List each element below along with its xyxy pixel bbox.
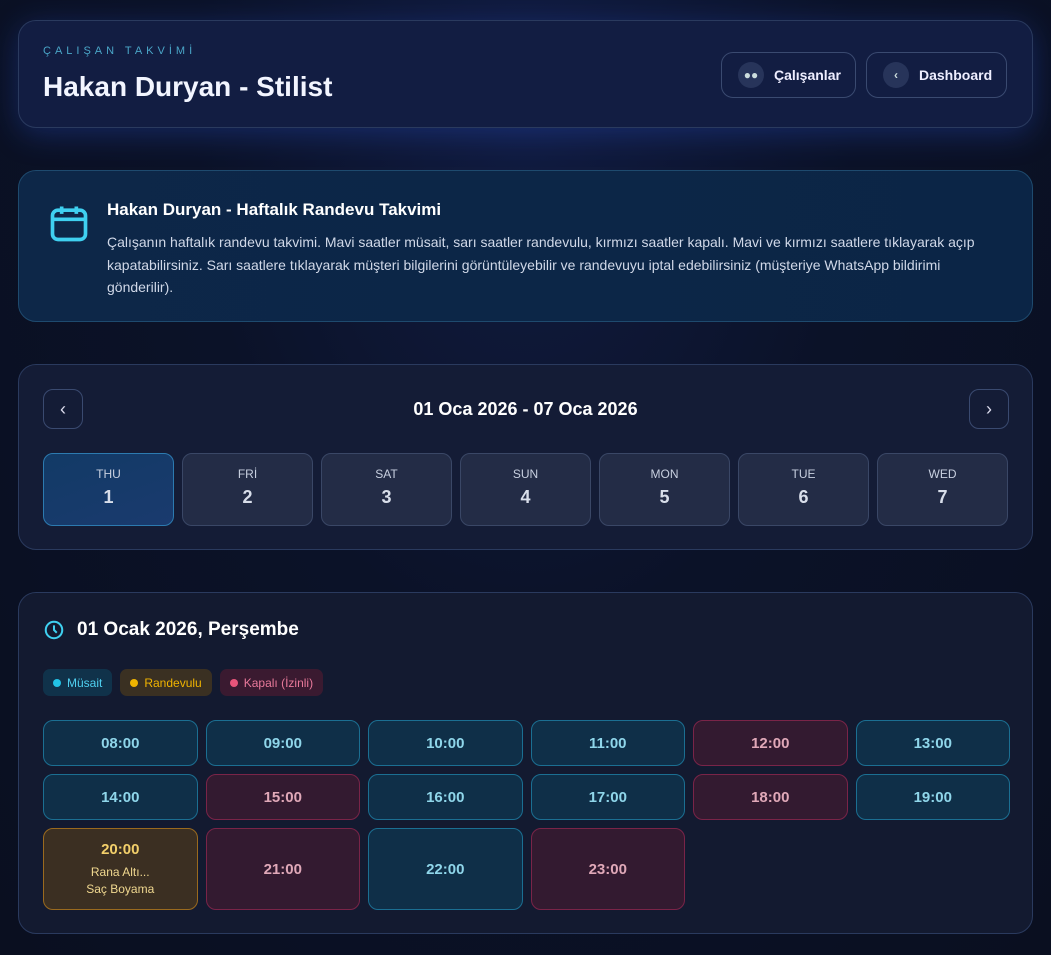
day-fri̇[interactable]: FRİ 2 [182, 453, 313, 526]
employees-button-label: Çalışanlar [774, 67, 841, 83]
time-slot-1700[interactable]: 17:00 [530, 774, 685, 820]
time-slot-1000[interactable]: 10:00 [368, 720, 523, 766]
slot-time: 23:00 [588, 860, 627, 878]
day-number: 5 [659, 487, 670, 507]
slot-time: 18:00 [751, 788, 790, 806]
slot-time: 21:00 [263, 860, 302, 878]
closed-dot-icon [229, 678, 238, 687]
chevron-left-icon: ‹ [60, 398, 66, 419]
chevron-left-icon: ‹ [883, 62, 909, 88]
slot-time: 22:00 [426, 860, 465, 878]
time-slot-1100[interactable]: 11:00 [530, 720, 685, 766]
slot-time: 17:00 [588, 788, 627, 806]
slot-time: 16:00 [426, 788, 465, 806]
day-wed[interactable]: WED 7 [877, 453, 1008, 526]
slot-time: 12:00 [751, 734, 790, 752]
page-title: Hakan Duryan - Stilist [43, 71, 333, 102]
day-number: 3 [381, 487, 392, 507]
next-week-button[interactable]: › [969, 389, 1009, 429]
day-name: SAT [375, 467, 398, 481]
prev-week-button[interactable]: ‹ [43, 389, 83, 429]
legend-booked: Randevulu [120, 669, 212, 696]
day-thu[interactable]: THU 1 [43, 453, 174, 526]
week-card: ‹ 01 Oca 2026 - 07 Oca 2026 › THU 1 FRİ 2 SA… [18, 364, 1033, 550]
info-text: Çalışanın haftalık randevu takvimi. Mavi… [107, 234, 975, 295]
selected-date-title: 01 Ocak 2026, Perşembe [77, 619, 299, 640]
time-slot-1800[interactable]: 18:00 [693, 774, 848, 820]
day-name: THU [96, 467, 121, 481]
day-name: FRİ [237, 467, 258, 481]
users-icon: ●● [738, 62, 764, 88]
time-slot-2200[interactable]: 22:00 [368, 828, 523, 910]
slot-time: 19:00 [913, 788, 952, 806]
dashboard-button-label: Dashboard [919, 67, 993, 83]
day-number: 2 [242, 487, 253, 507]
day-number: 6 [798, 487, 809, 507]
day-selector: THU 1 FRİ 2 SAT 3 SUN 4 MON 5 TUE 6 WED 7 [43, 453, 1008, 526]
legend-available-label: Müsait [67, 675, 103, 690]
legend-available: Müsait [43, 669, 113, 696]
time-slot-0800[interactable]: 08:00 [43, 720, 198, 766]
day-number: 1 [103, 487, 114, 507]
day-number: 4 [520, 487, 531, 507]
chevron-right-icon: › [986, 398, 992, 419]
week-range: 01 Oca 2026 - 07 Oca 2026 [413, 399, 638, 419]
clock-icon [44, 620, 64, 640]
dashboard-button[interactable]: ‹ Dashboard [866, 52, 1008, 98]
calendar-icon [50, 206, 88, 242]
day-name: SUN [512, 467, 539, 481]
day-name: WED [928, 467, 957, 481]
time-slot-1400[interactable]: 14:00 [43, 774, 198, 820]
day-number: 7 [937, 487, 948, 507]
time-slot-2000[interactable]: 20:00 Rana Altı... Saç Boyama [43, 828, 198, 910]
day-sun[interactable]: SUN 4 [460, 453, 591, 526]
info-title: Hakan Duryan - Haftalık Randevu Takvimi [107, 200, 442, 219]
time-slot-grid: 08:00 09:00 10:00 11:00 12:00 13:00 14:00 15:00… [43, 720, 1010, 910]
time-slot-1900[interactable]: 19:00 [855, 774, 1010, 820]
day-sat[interactable]: SAT 3 [321, 453, 452, 526]
time-slot-1300[interactable]: 13:00 [855, 720, 1010, 766]
page-eyebrow: ÇALIŞAN TAKVİMİ [43, 45, 197, 57]
day-tue[interactable]: TUE 6 [738, 453, 869, 526]
day-name: MON [650, 467, 679, 481]
slots-header: 01 Ocak 2026, Perşembe [43, 619, 299, 641]
slot-time: 11:00 [588, 734, 627, 752]
slot-time: 13:00 [913, 734, 952, 752]
booked-dot-icon [130, 678, 139, 687]
slot-time: 20:00 [101, 840, 140, 858]
legend-closed-label: Kapalı (İzinli) [243, 675, 314, 690]
time-slot-1500[interactable]: 15:00 [205, 774, 360, 820]
legend-closed: Kapalı (İzinli) [219, 669, 324, 696]
slot-time: 10:00 [426, 734, 465, 752]
time-slot-1600[interactable]: 16:00 [368, 774, 523, 820]
slot-time: 09:00 [263, 734, 302, 752]
slot-service: Saç Boyama [86, 881, 155, 896]
slot-customer: Rana Altı... [90, 864, 150, 879]
time-slot-1200[interactable]: 12:00 [693, 720, 848, 766]
legend: Müsait Randevulu Kapalı (İzinli) [43, 669, 324, 696]
slot-time: 08:00 [101, 734, 140, 752]
time-slot-2100[interactable]: 21:00 [205, 828, 360, 910]
header-card: ÇALIŞAN TAKVİMİ Hakan Duryan - Stilist ●… [18, 20, 1033, 128]
info-card: Hakan Duryan - Haftalık Randevu Takvimi … [18, 170, 1033, 322]
slot-time: 15:00 [263, 788, 302, 806]
time-slot-0900[interactable]: 09:00 [205, 720, 360, 766]
time-slot-2300[interactable]: 23:00 [530, 828, 685, 910]
slots-card: 01 Ocak 2026, Perşembe Müsait Randevulu … [18, 592, 1033, 934]
day-name: TUE [791, 467, 816, 481]
available-dot-icon [53, 678, 61, 687]
day-mon[interactable]: MON 5 [599, 453, 730, 526]
slot-time: 14:00 [101, 788, 140, 806]
employees-button[interactable]: ●● Çalışanlar [721, 52, 856, 98]
legend-booked-label: Randevulu [144, 675, 202, 690]
